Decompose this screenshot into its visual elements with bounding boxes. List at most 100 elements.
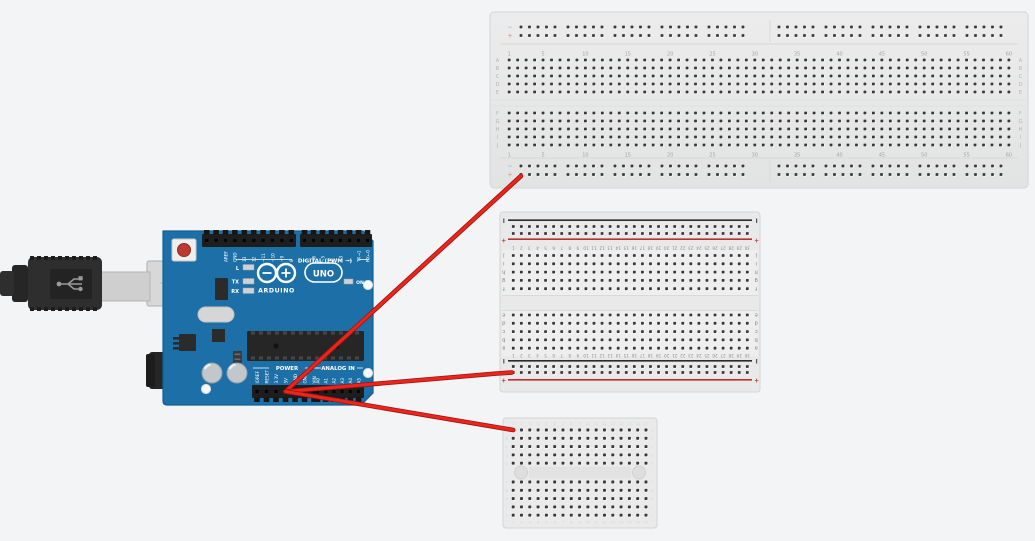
breadboard-hole[interactable] xyxy=(948,127,952,131)
breadboard-hole[interactable] xyxy=(716,164,719,168)
breadboard-hole[interactable] xyxy=(922,66,926,70)
breadboard-hole[interactable] xyxy=(608,225,612,228)
breadboard-hole[interactable] xyxy=(528,480,532,484)
breadboard-hole[interactable] xyxy=(511,287,515,291)
breadboard-hole[interactable] xyxy=(632,279,636,282)
breadboard-hole[interactable] xyxy=(592,119,596,123)
breadboard-hole[interactable] xyxy=(651,82,655,86)
breadboard-hole[interactable] xyxy=(616,330,620,333)
breadboard-hole[interactable] xyxy=(728,119,731,123)
breadboard-hole[interactable] xyxy=(643,111,647,115)
breadboard-hole[interactable] xyxy=(619,428,623,432)
breadboard-hole[interactable] xyxy=(511,338,515,342)
breadboard-hole[interactable] xyxy=(999,173,1003,176)
breadboard-hole[interactable] xyxy=(761,111,765,115)
breadboard-hole[interactable] xyxy=(872,74,875,78)
breadboard-hole[interactable] xyxy=(999,111,1002,115)
breadboard-hole[interactable] xyxy=(516,143,520,147)
breadboard-hole[interactable] xyxy=(686,34,689,37)
breadboard-hole[interactable] xyxy=(511,232,515,235)
breadboard-hole[interactable] xyxy=(948,119,952,123)
breadboard-hole[interactable] xyxy=(713,346,717,350)
pin-socket[interactable] xyxy=(329,238,334,242)
breadboard-hole[interactable] xyxy=(544,338,547,342)
breadboard-hole[interactable] xyxy=(665,330,669,333)
breadboard-hole[interactable] xyxy=(641,321,644,325)
breadboard-hole[interactable] xyxy=(711,58,714,62)
breadboard-hole[interactable] xyxy=(888,34,892,37)
breadboard-hole[interactable] xyxy=(576,279,580,282)
breadboard-hole[interactable] xyxy=(552,254,556,257)
breadboard-hole[interactable] xyxy=(560,279,564,282)
breadboard-hole[interactable] xyxy=(721,287,725,291)
breadboard-hole[interactable] xyxy=(584,90,587,94)
pin-socket[interactable] xyxy=(356,238,361,242)
breadboard-hole[interactable] xyxy=(665,287,669,291)
breadboard-hole[interactable] xyxy=(641,313,644,317)
breadboard-hole[interactable] xyxy=(519,270,523,274)
breadboard-hole[interactable] xyxy=(668,143,672,147)
breadboard-hole[interactable] xyxy=(855,58,858,62)
breadboard-hole[interactable] xyxy=(761,90,765,94)
breadboard-hole[interactable] xyxy=(956,58,960,62)
breadboard-hole[interactable] xyxy=(643,82,647,86)
breadboard-hole[interactable] xyxy=(561,497,565,501)
breadboard-hole[interactable] xyxy=(544,346,547,350)
breadboard-hole[interactable] xyxy=(745,371,749,374)
breadboard-hole[interactable] xyxy=(584,58,587,62)
breadboard-hole[interactable] xyxy=(519,254,523,257)
breadboard-hole[interactable] xyxy=(707,25,711,29)
breadboard-hole[interactable] xyxy=(880,74,884,78)
breadboard-hole[interactable] xyxy=(999,58,1002,62)
pin-socket[interactable] xyxy=(280,238,284,242)
breadboard-hole[interactable] xyxy=(855,66,858,70)
breadboard-hole[interactable] xyxy=(552,262,556,266)
breadboard-hole[interactable] xyxy=(511,313,515,317)
breadboard-hole[interactable] xyxy=(558,119,562,123)
breadboard-hole[interactable] xyxy=(745,270,749,274)
breadboard-hole[interactable] xyxy=(1007,74,1011,78)
breadboard-hole[interactable] xyxy=(741,173,745,176)
breadboard-hole[interactable] xyxy=(616,225,620,228)
breadboard-hole[interactable] xyxy=(888,58,892,62)
breadboard-hole[interactable] xyxy=(627,445,631,449)
breadboard-hole[interactable] xyxy=(511,488,515,492)
breadboard-hole[interactable] xyxy=(617,90,621,94)
breadboard-hole[interactable] xyxy=(786,25,789,29)
breadboard-hole[interactable] xyxy=(536,488,540,492)
breadboard-hole[interactable] xyxy=(982,66,985,70)
breadboard-hole[interactable] xyxy=(641,225,644,228)
breadboard-hole[interactable] xyxy=(616,321,620,325)
breadboard-hole[interactable] xyxy=(888,90,892,94)
breadboard-hole[interactable] xyxy=(544,461,548,465)
breadboard-hole[interactable] xyxy=(569,488,573,492)
breadboard-hole[interactable] xyxy=(736,82,740,86)
breadboard-hole[interactable] xyxy=(880,34,883,37)
breadboard-hole[interactable] xyxy=(838,143,841,147)
breadboard-hole[interactable] xyxy=(639,25,642,29)
breadboard-hole[interactable] xyxy=(721,225,725,228)
breadboard-hole[interactable] xyxy=(721,365,725,368)
breadboard-hole[interactable] xyxy=(626,58,630,62)
breadboard-hole[interactable] xyxy=(705,330,709,333)
breadboard-hole[interactable] xyxy=(544,254,547,257)
breadboard-hole[interactable] xyxy=(586,453,590,457)
pin-socket[interactable] xyxy=(347,238,352,242)
breadboard-hole[interactable] xyxy=(520,461,523,465)
breadboard-hole[interactable] xyxy=(729,371,733,374)
breadboard-hole[interactable] xyxy=(705,338,709,342)
breadboard-hole[interactable] xyxy=(536,480,540,484)
pin-socket[interactable] xyxy=(289,238,293,242)
breadboard-hole[interactable] xyxy=(927,34,930,37)
breadboard-hole[interactable] xyxy=(753,143,757,147)
breadboard-hole[interactable] xyxy=(584,254,588,257)
breadboard-hole[interactable] xyxy=(777,25,781,29)
breadboard-hole[interactable] xyxy=(694,25,698,29)
breadboard-hole[interactable] xyxy=(568,232,572,235)
breadboard-hole[interactable] xyxy=(592,287,596,291)
breadboard-hole[interactable] xyxy=(841,34,845,37)
breadboard-hole[interactable] xyxy=(576,330,580,333)
breadboard-hole[interactable] xyxy=(511,497,515,501)
breadboard-hole[interactable] xyxy=(803,34,806,37)
breadboard-hole[interactable] xyxy=(511,346,515,350)
